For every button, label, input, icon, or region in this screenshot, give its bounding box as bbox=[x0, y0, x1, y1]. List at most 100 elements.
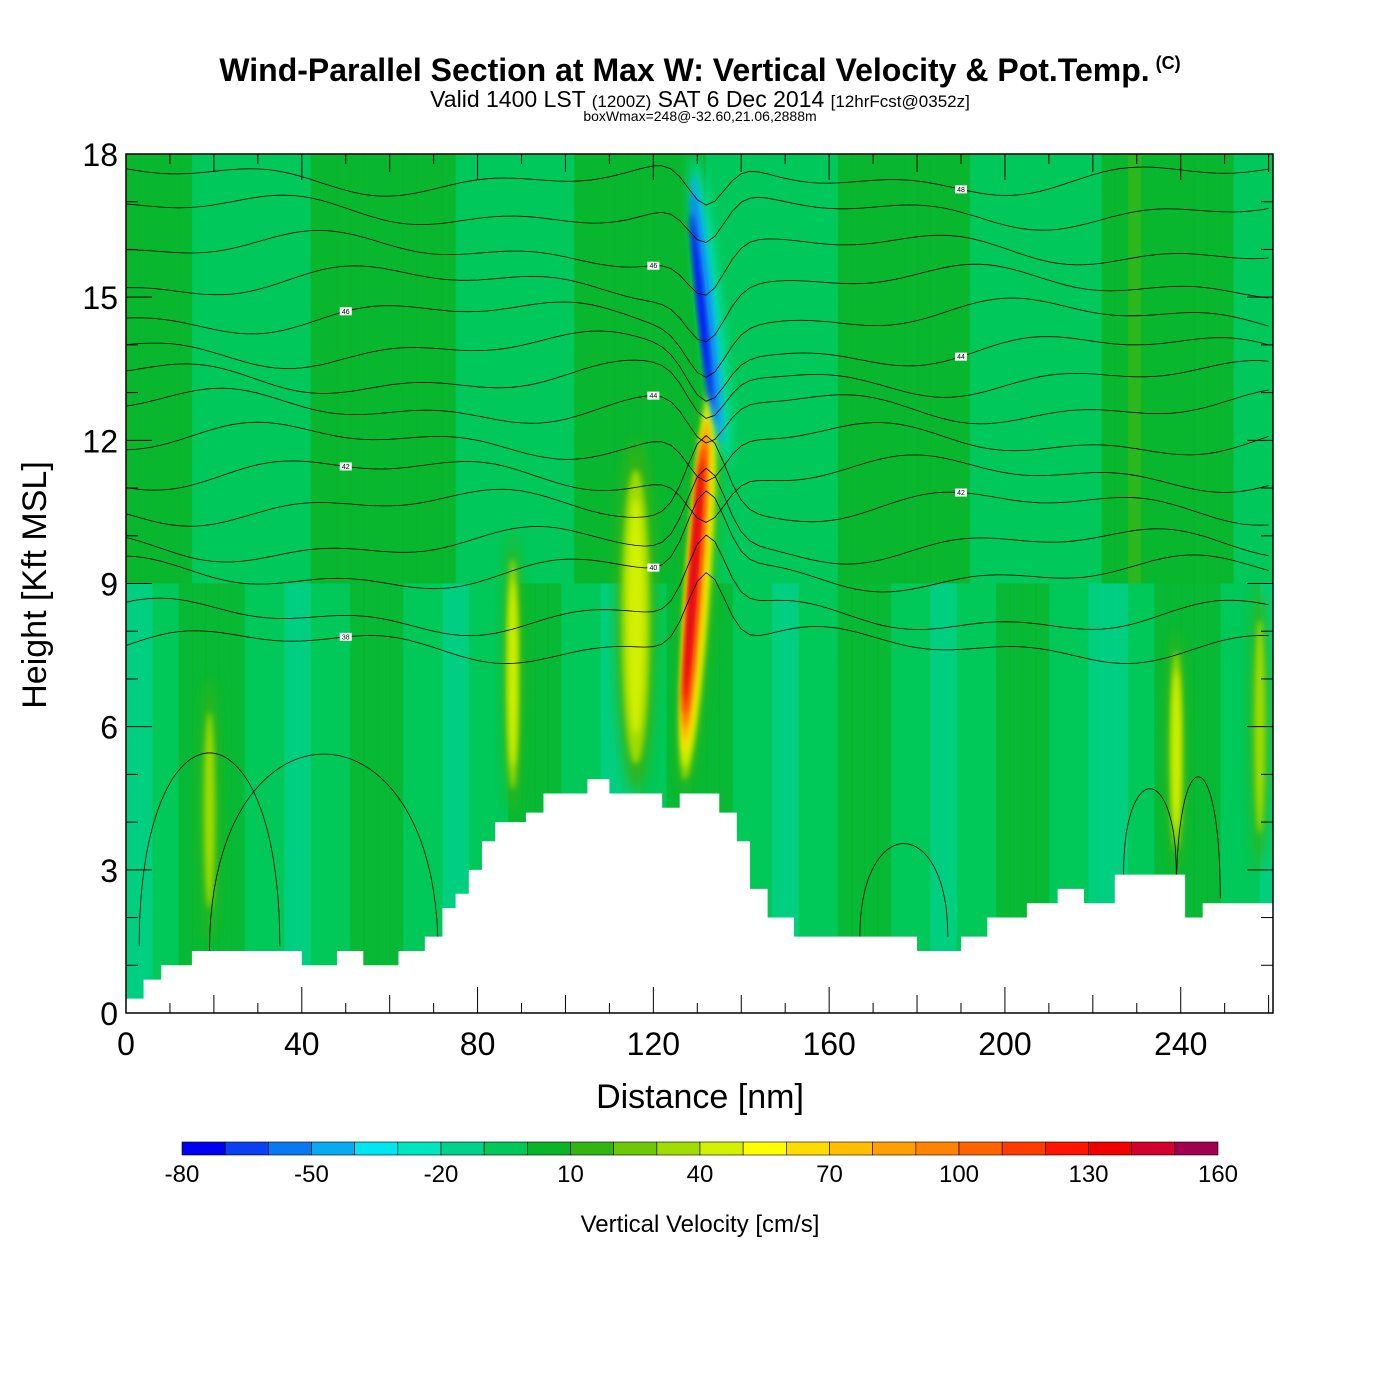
colorbar-swatch bbox=[354, 1141, 399, 1156]
field-column-lower bbox=[350, 583, 365, 1013]
colorbar-swatch bbox=[958, 1141, 1003, 1156]
field-column-upper bbox=[389, 154, 404, 584]
field-column-upper bbox=[1207, 154, 1222, 584]
theta-contour bbox=[126, 330, 1269, 402]
field-column-upper bbox=[165, 154, 180, 584]
field-column-lower bbox=[178, 583, 193, 1013]
valid-date: SAT 6 Dec 2014 bbox=[657, 86, 825, 112]
field-column-upper bbox=[666, 154, 681, 584]
colorbar-tick-label: 130 bbox=[1068, 1161, 1108, 1188]
field-column-upper bbox=[982, 154, 998, 584]
theta-contour-closed bbox=[1175, 776, 1221, 899]
y-tick-label: 9 bbox=[100, 567, 118, 603]
updraft-88nm-band bbox=[508, 581, 517, 767]
field-column-upper bbox=[930, 154, 945, 584]
plot-area: 38 40 42 42 44 44 46 46 48 bbox=[126, 154, 1273, 1013]
colorbar-swatch bbox=[1001, 1141, 1046, 1156]
copyright-mark: (C) bbox=[1155, 53, 1181, 74]
theta-contour-label-bg bbox=[339, 632, 352, 641]
chart-title-text: Wind-Parallel Section at Max W: Vertical… bbox=[219, 52, 1150, 88]
field-column-lower bbox=[402, 583, 418, 1013]
field-column-upper bbox=[271, 154, 286, 584]
colorbar-swatch bbox=[1174, 1141, 1219, 1156]
field-column-lower bbox=[811, 583, 826, 1013]
field-column-upper bbox=[745, 154, 760, 584]
colorbar-swatch bbox=[1045, 1141, 1089, 1156]
colorbar-swatch bbox=[483, 1141, 528, 1156]
potential-temperature-contours: 38 40 42 42 44 44 46 46 48 bbox=[126, 165, 1269, 951]
field-column-upper bbox=[1035, 154, 1050, 584]
field-column-upper bbox=[336, 154, 352, 584]
x-tick-label: 240 bbox=[1154, 1026, 1207, 1062]
field-column-lower bbox=[363, 583, 378, 1013]
theta-contour-label-bg bbox=[339, 462, 352, 471]
theta-contour-label-bg bbox=[954, 185, 967, 194]
theta-contour bbox=[126, 165, 1269, 206]
colorbar-title: Vertical Velocity [cm/s] bbox=[581, 1211, 820, 1238]
theta-contour-label: 48 bbox=[957, 187, 965, 194]
field-column-lower bbox=[982, 583, 998, 1013]
theta-contour bbox=[126, 434, 1269, 527]
field-column-lower bbox=[429, 583, 444, 1013]
field-column-upper bbox=[455, 154, 470, 584]
theta-contour-label-bg bbox=[954, 488, 967, 497]
main-updraft-band bbox=[684, 461, 702, 700]
field-column-upper bbox=[811, 154, 826, 584]
field-column-upper bbox=[772, 154, 787, 584]
colorbar-swatch bbox=[829, 1141, 873, 1156]
field-column-upper bbox=[1127, 154, 1143, 584]
field-column-lower bbox=[442, 583, 457, 1013]
field-column-lower bbox=[943, 583, 958, 1013]
field-column-upper bbox=[719, 154, 734, 584]
field-column-upper bbox=[257, 154, 273, 584]
field-column-lower bbox=[297, 583, 312, 1013]
field-column-upper bbox=[600, 154, 615, 584]
theta-contour-label-bg bbox=[647, 563, 660, 572]
theta-contour-label: 38 bbox=[342, 634, 350, 641]
field-column-upper bbox=[864, 154, 879, 584]
colorbar-swatch bbox=[570, 1141, 614, 1156]
field-column-upper bbox=[890, 154, 905, 584]
y-tick-label: 0 bbox=[100, 996, 118, 1032]
field-column-upper bbox=[943, 154, 958, 584]
field-column-upper bbox=[1062, 154, 1077, 584]
field-column-upper bbox=[231, 154, 246, 584]
field-column-upper bbox=[191, 154, 207, 584]
field-column-lower bbox=[165, 583, 180, 1013]
field-column-upper bbox=[903, 154, 919, 584]
field-column-lower bbox=[903, 583, 919, 1013]
theta-contour-label: 44 bbox=[957, 354, 965, 361]
colorbar: -80 -50 -20 10 40 70 100 130 160 bbox=[165, 1141, 1238, 1188]
theta-contour-label-bg bbox=[647, 391, 660, 400]
y-tick-label: 18 bbox=[82, 137, 118, 173]
colorbar-swatch bbox=[311, 1141, 355, 1156]
theta-contour bbox=[126, 387, 1269, 444]
theta-contour bbox=[126, 229, 1269, 296]
field-column-upper bbox=[402, 154, 418, 584]
field-column-upper bbox=[1154, 154, 1169, 584]
theta-contour-closed bbox=[138, 752, 281, 947]
field-column-lower bbox=[917, 583, 932, 1013]
field-column-upper bbox=[574, 154, 589, 584]
field-column-upper bbox=[1180, 154, 1195, 584]
field-column-upper bbox=[495, 154, 510, 584]
colorbar-tick-label: 40 bbox=[687, 1161, 714, 1188]
field-column-upper bbox=[732, 154, 747, 584]
colorbar-swatch bbox=[613, 1141, 658, 1156]
field-column-lower bbox=[323, 583, 338, 1013]
y-tick-label: 15 bbox=[82, 280, 118, 316]
y-tick-label: 6 bbox=[100, 710, 118, 746]
field-column-upper bbox=[429, 154, 444, 584]
field-column-upper bbox=[1114, 154, 1129, 584]
field-column-upper bbox=[758, 154, 774, 584]
field-column-lower bbox=[1009, 583, 1024, 1013]
field-column-upper bbox=[917, 154, 932, 584]
field-column-lower bbox=[231, 583, 246, 1013]
updraft-240nm-band bbox=[1172, 670, 1181, 831]
field-column-upper bbox=[481, 154, 497, 584]
colorbar-swatch bbox=[1131, 1141, 1176, 1156]
field-column-lower bbox=[271, 583, 286, 1013]
field-column-upper bbox=[468, 154, 483, 584]
field-column-upper bbox=[323, 154, 338, 584]
